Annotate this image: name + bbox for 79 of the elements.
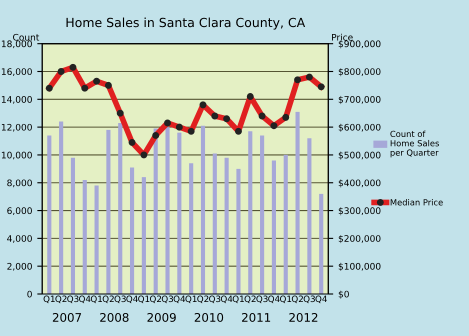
text: 2007: [52, 312, 82, 322]
y-tick-label: 14,000: [2, 96, 32, 104]
bar: [177, 132, 182, 294]
y2-tick-label: $800,000: [338, 68, 380, 76]
x-tick-label: Q3: [67, 296, 78, 304]
x-tick-label: Q2: [55, 296, 66, 304]
x-tick-label: Q2: [197, 296, 208, 304]
legend-label: Count of Home Sales per Quarter: [390, 130, 439, 158]
legend-label: Median Price: [390, 199, 443, 206]
x-tick-label: Q4: [268, 296, 280, 304]
bar: [94, 186, 99, 294]
y2-tick-label: $900,000: [338, 40, 380, 48]
x-tick-label: Q4: [174, 296, 186, 304]
text: 2011: [242, 312, 270, 322]
y2-tick-label: $400,000: [338, 179, 380, 188]
y-tick-label: 6,000: [7, 207, 32, 216]
x-tick-label: Q1: [138, 296, 150, 304]
x-tick-label: Q4: [315, 296, 327, 304]
y-tick-label: 12,000: [2, 124, 32, 132]
x-tick-label: Q3: [209, 296, 220, 304]
x-tick-label: Q3: [304, 296, 315, 304]
bar: [142, 177, 146, 294]
y-tick-label: 18,000: [2, 40, 32, 48]
x-tick-label: Q2: [292, 296, 303, 304]
y2-tick-label: $0: [338, 290, 349, 299]
bar: [118, 122, 122, 294]
x-tick-label: Q3: [256, 296, 268, 304]
y2-tick-label: $100,000: [338, 262, 380, 271]
bar: [59, 122, 64, 294]
x-tick-label: Q1: [232, 296, 244, 304]
x-tick-label: Q1: [185, 296, 197, 304]
chart-title: Home Sales in Santa Clara County, CA: [66, 18, 306, 30]
bar: [319, 194, 324, 294]
x-tick-label: Q2: [102, 296, 114, 304]
bar: [189, 163, 194, 294]
bar: [154, 128, 158, 294]
y2-tick-label: $600,000: [338, 124, 380, 132]
bar: [212, 154, 217, 294]
y-tick-label: 10,000: [2, 152, 32, 160]
text: 2012: [289, 312, 318, 322]
y-tick-label: 0: [27, 290, 32, 298]
bar: [82, 180, 87, 294]
bar: [307, 138, 312, 294]
text: 2009: [147, 312, 176, 322]
x-tick-label: Q1: [280, 296, 292, 304]
y2-tick-label: $300,000: [338, 207, 380, 216]
bar: [47, 135, 52, 294]
x-tick-label: Q3: [162, 296, 174, 304]
bar: [236, 168, 241, 294]
x-tick-label: Q2: [244, 296, 256, 304]
x-tick-label: Q1: [90, 296, 102, 304]
bar: [295, 112, 300, 294]
y2-axis-title: Price: [332, 34, 353, 41]
bar: [165, 127, 170, 294]
x-tick-label: Q4: [79, 296, 91, 304]
x-tick-label: Q2: [150, 296, 162, 304]
bar: [224, 158, 229, 294]
x-tick-label: Q4: [220, 296, 232, 304]
y-tick-label: 16,000: [2, 68, 32, 76]
bar: [260, 135, 264, 294]
x-tick-label: Q1: [44, 296, 55, 304]
y-tick-label: 2,000: [7, 262, 32, 271]
x-tick-label: Q3: [114, 296, 126, 304]
bar: [284, 154, 288, 294]
bar: [248, 131, 252, 294]
y2-tick-label: $500,000: [338, 152, 380, 160]
bar: [106, 130, 110, 294]
y2-tick-label: $200,000: [338, 234, 380, 244]
bar: [272, 160, 276, 294]
bar: [130, 167, 134, 294]
y-axis-title: Count: [13, 34, 40, 41]
y-tick-label: 4,000: [7, 235, 32, 243]
text: 2008: [100, 312, 129, 322]
text: 2010: [194, 312, 224, 322]
bar: [200, 126, 206, 294]
x-tick-label: Q4: [126, 296, 138, 304]
bar: [70, 158, 76, 294]
y2-tick-label: $700,000: [338, 96, 380, 104]
y-tick-label: 8,000: [7, 179, 32, 188]
